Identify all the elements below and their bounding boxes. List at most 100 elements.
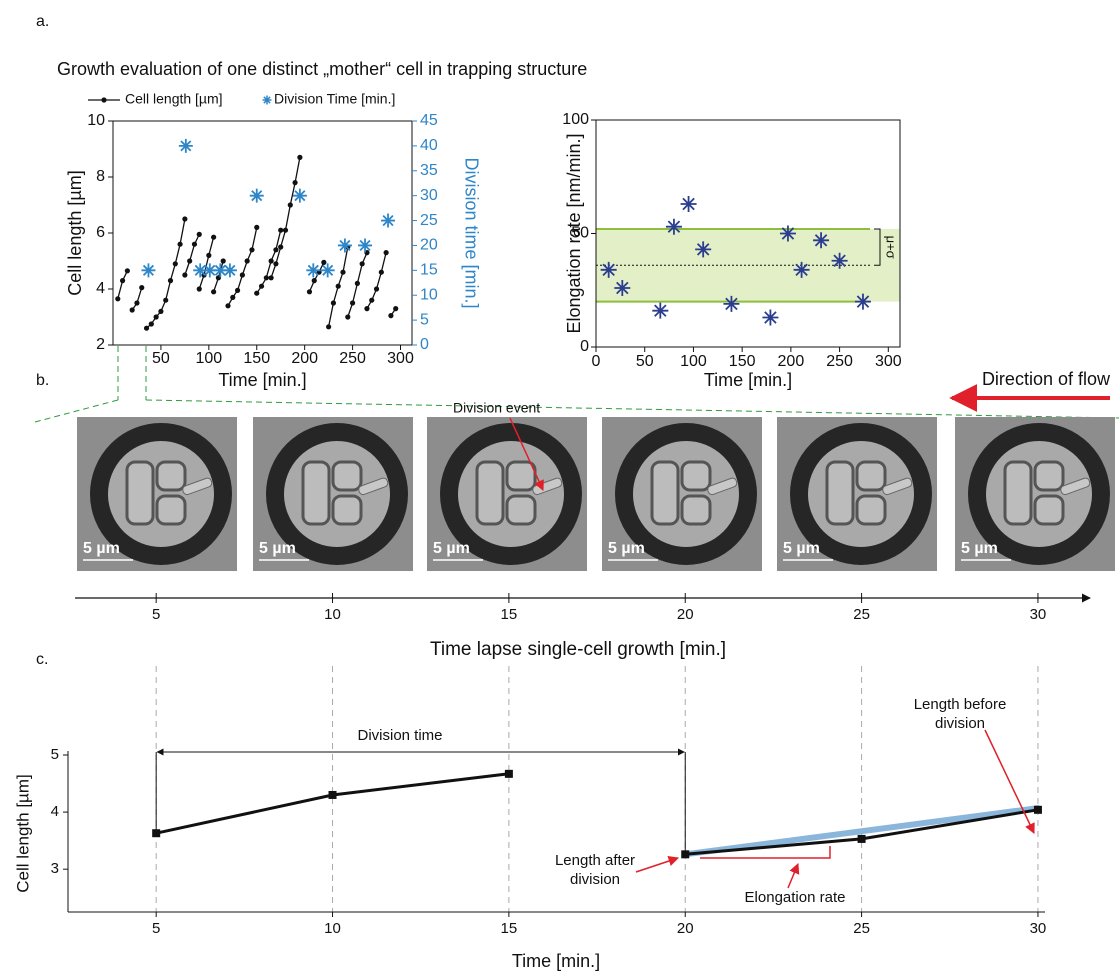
time-tick-label: 25 (853, 606, 870, 623)
scale-bar-label: 5 µm (83, 540, 120, 557)
micrograph: 5 µm (777, 417, 937, 571)
y2-tick-label: 40 (420, 137, 438, 154)
point (268, 275, 274, 281)
y2-tick-label: 45 (420, 112, 438, 129)
trap-ring (266, 423, 408, 565)
star-point (600, 261, 617, 278)
point (268, 258, 274, 264)
point (139, 285, 145, 291)
star-point (213, 263, 228, 278)
zoom-line (145, 399, 1119, 419)
x-tick-label: 150 (729, 353, 756, 370)
post (1033, 494, 1065, 526)
star-point (665, 218, 682, 235)
annotation: Division time (357, 727, 443, 744)
y2-axis-label: Division time [min.] (461, 157, 481, 308)
fit-line (682, 805, 1041, 858)
point (857, 834, 866, 843)
point (220, 258, 226, 264)
star-point (178, 138, 193, 153)
x-tick-label: 200 (291, 350, 318, 367)
time-tick-label: 30 (1030, 606, 1047, 623)
trap-ring (615, 423, 757, 565)
rate-bracket (700, 846, 831, 859)
scale-bar-label: 5 µm (961, 540, 998, 557)
x-axis-label: Time [min.] (218, 370, 306, 390)
point (321, 259, 327, 265)
time-axis-label: Time lapse single-cell growth [min.] (430, 639, 726, 660)
point (182, 216, 188, 222)
point (282, 227, 289, 233)
cell (882, 477, 913, 496)
star-point (202, 263, 217, 278)
point (354, 280, 360, 286)
point (129, 307, 135, 313)
micrograph: 5 µm (77, 417, 237, 571)
y-axis-label: Cell length [µm] (65, 170, 85, 295)
point (239, 272, 245, 278)
x-tick-label: 5 (152, 920, 160, 937)
y2-tick-label: 0 (420, 336, 429, 353)
x-tick-label: 150 (243, 350, 270, 367)
scale-bar-label: 5 µm (259, 540, 296, 557)
point (326, 324, 332, 330)
point (278, 227, 284, 233)
star-point (381, 213, 396, 228)
post (855, 460, 887, 492)
x-tick-label: 50 (636, 353, 654, 370)
micrograph: 5 µm (253, 417, 413, 571)
post (825, 460, 855, 526)
y2-tick-label: 20 (420, 237, 438, 254)
point (311, 278, 317, 284)
star-point (831, 252, 848, 269)
point (359, 261, 365, 267)
star-point (337, 238, 352, 253)
star-point (793, 261, 810, 278)
annotation: Elongation rate (744, 889, 846, 906)
point (196, 286, 202, 292)
y-tick-label: 10 (87, 112, 105, 129)
legend-marker (262, 95, 272, 105)
post (505, 494, 537, 526)
point (187, 258, 193, 264)
x-tick-label: 15 (501, 920, 518, 937)
star-point (723, 295, 740, 312)
point (504, 769, 513, 778)
point (306, 289, 313, 295)
line-series (155, 772, 1039, 856)
point (225, 303, 231, 309)
point (143, 325, 150, 331)
point (148, 321, 154, 327)
post (331, 460, 363, 492)
star-point (249, 188, 264, 203)
y-tick-label: 0 (580, 338, 589, 355)
trap-ring (440, 423, 582, 565)
cell (182, 477, 213, 496)
point (335, 283, 341, 289)
point (297, 154, 303, 160)
cell (707, 477, 738, 496)
point (163, 297, 169, 303)
panel-label: b. (36, 372, 49, 389)
point (254, 290, 260, 296)
point (115, 296, 121, 302)
star-point (652, 302, 669, 319)
time-tick-label: 10 (324, 606, 341, 623)
legend-label: Cell length [µm] (125, 91, 223, 107)
time-tick-label: 20 (677, 606, 694, 623)
point (124, 268, 130, 274)
point (349, 300, 356, 306)
legend-label: Division Time [min.] (274, 91, 395, 107)
x-tick-label: 300 (875, 353, 902, 370)
point (244, 258, 250, 264)
plot-frame (112, 120, 413, 346)
star-point (320, 263, 335, 278)
scale-bar-label: 5 µm (783, 540, 820, 557)
point (330, 300, 337, 306)
post (650, 460, 680, 526)
point (153, 314, 159, 320)
band-bracket (874, 228, 881, 266)
point (152, 829, 161, 838)
time-tick-label: 5 (152, 606, 160, 623)
